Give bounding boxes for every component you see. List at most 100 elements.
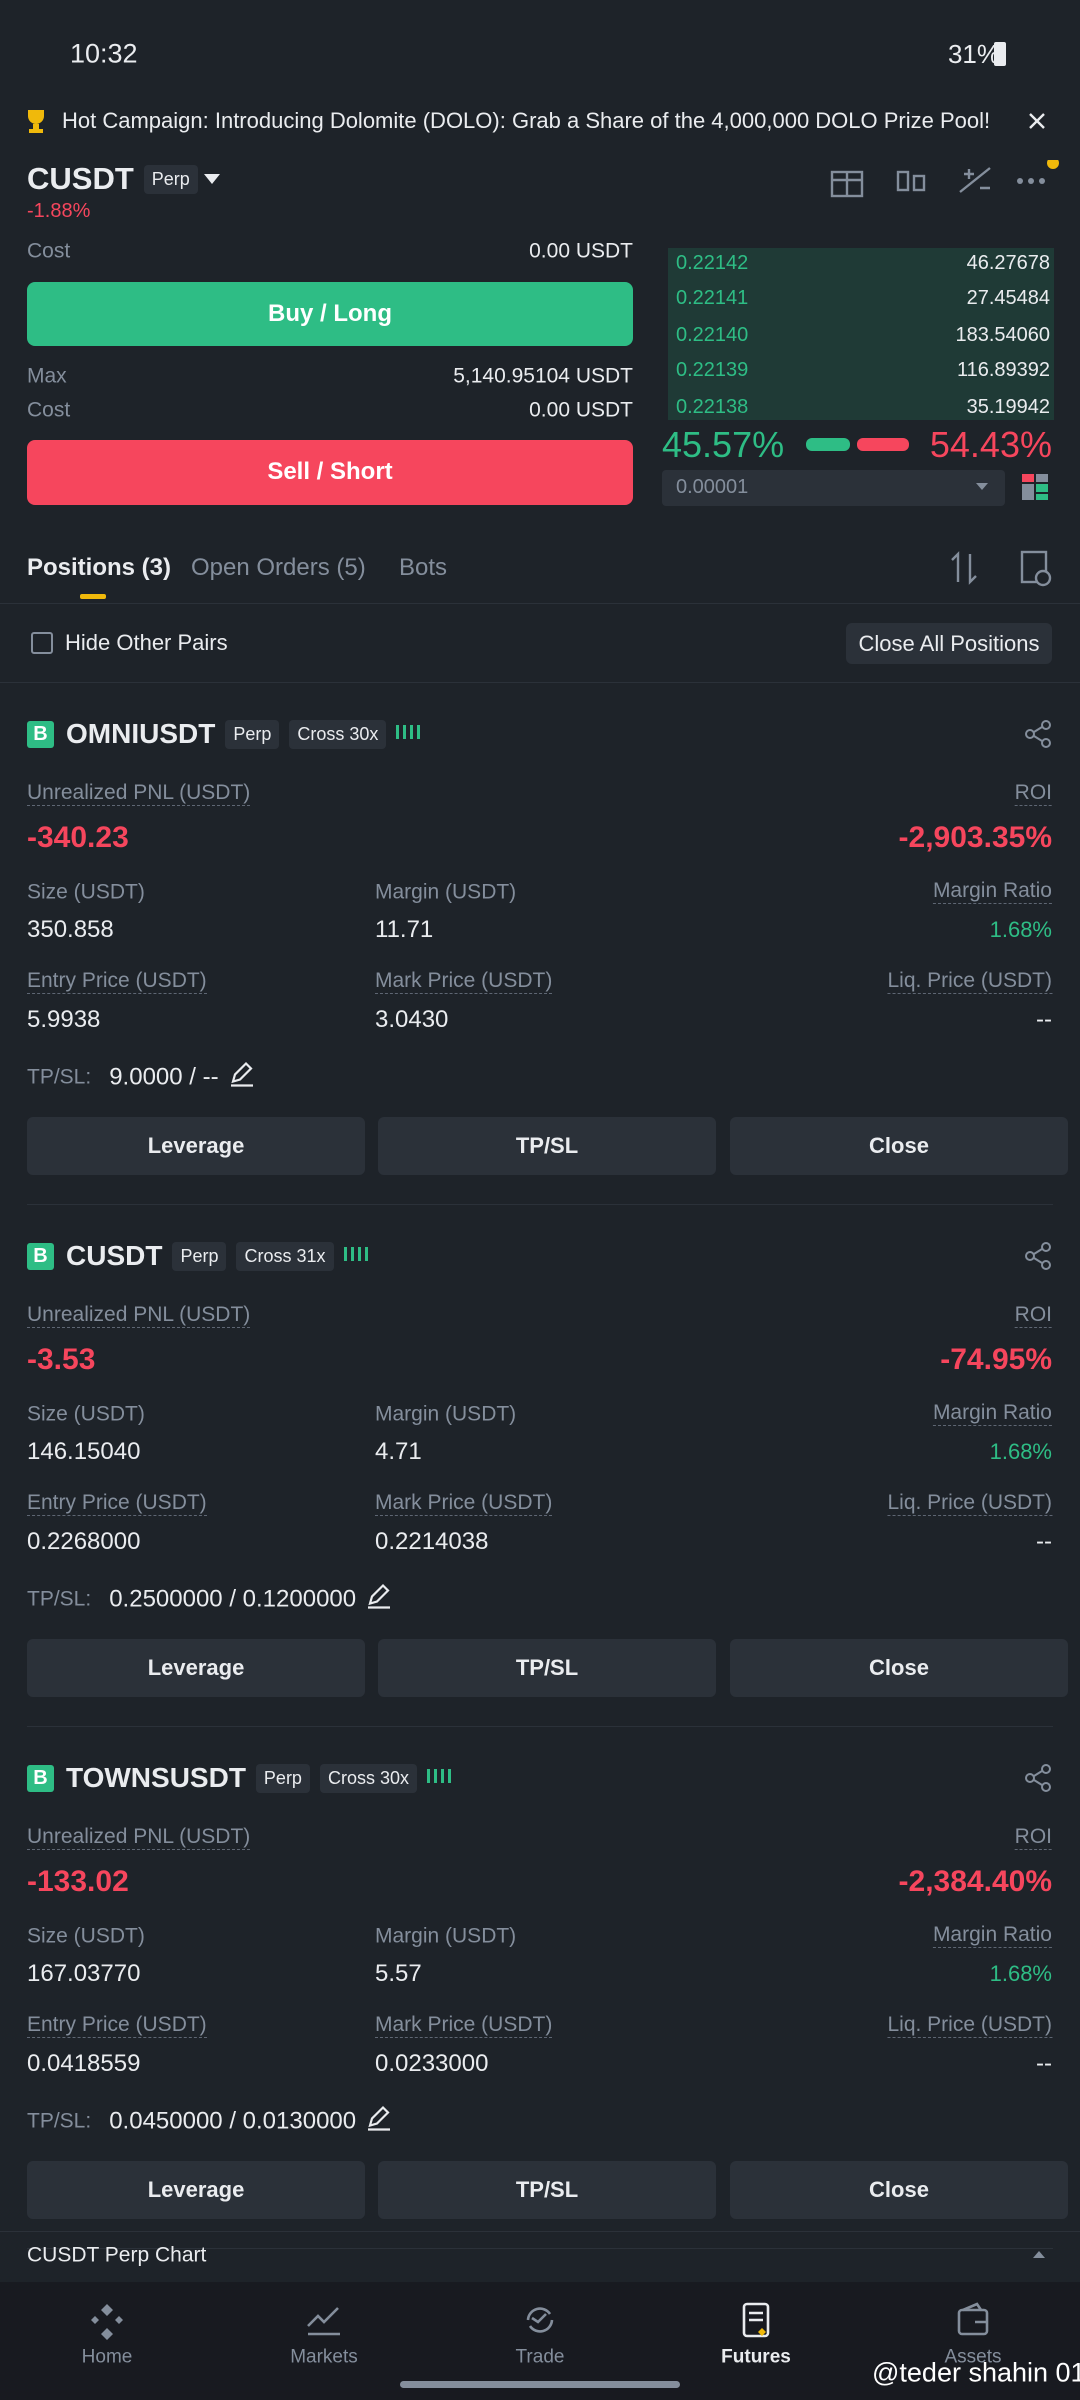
action-button[interactable]: [378, 1639, 716, 1697]
position-header: B TOWNSUSDT Perp Cross 30x: [27, 1762, 453, 1794]
bid-amount: 46.27678: [966, 252, 1050, 274]
nav-icon[interactable]: [520, 2300, 560, 2340]
sell-button-label[interactable]: Sell / Short: [267, 458, 393, 485]
tab-underline: [80, 594, 106, 599]
liq-label: Liq. Price (USDT): [887, 2013, 1052, 2038]
pnl-value: -133.02: [27, 1865, 129, 1898]
mark-label: Mark Price (USDT): [375, 969, 553, 994]
action-button[interactable]: [378, 2161, 716, 2219]
nav-label[interactable]: Home: [81, 2346, 133, 2368]
side-badge: B: [27, 720, 54, 748]
roi-label: ROI: [1014, 781, 1052, 806]
action-button-label[interactable]: Close: [869, 1655, 929, 1680]
nav-label[interactable]: Assets: [944, 2346, 1002, 2368]
position-symbol: OMNIUSDT: [66, 718, 216, 749]
tpsl-value: 0.0450000 / 0.0130000: [109, 2107, 357, 2134]
entry-label: Entry Price (USDT): [27, 969, 207, 994]
nav-label[interactable]: Markets: [290, 2346, 358, 2368]
nav-icon[interactable]: [304, 2300, 344, 2340]
chart-bar-caret[interactable]: [1030, 2248, 1048, 2260]
close-all-positions[interactable]: Close All Positions: [858, 631, 1040, 656]
action-button[interactable]: [730, 1639, 1068, 1697]
action-button[interactable]: [730, 2161, 1068, 2219]
action-button[interactable]: [378, 1117, 716, 1175]
hide-checkbox[interactable]: [31, 632, 53, 654]
tab[interactable]: Open Orders (5): [191, 554, 366, 581]
liq-value: --: [1036, 2050, 1052, 2077]
nav-icon[interactable]: [87, 2300, 127, 2340]
action-button-label[interactable]: Leverage: [147, 1655, 245, 1680]
share-icon[interactable]: [1024, 1764, 1052, 1792]
close-banner[interactable]: [1026, 110, 1048, 132]
margin-value: 11.71: [375, 916, 434, 943]
tpsl-label: TP/SL:: [27, 1065, 92, 1088]
side-badge: B: [27, 1764, 54, 1792]
nav-icon[interactable]: [953, 2300, 993, 2340]
action-button-label[interactable]: Leverage: [147, 2177, 245, 2202]
action-button[interactable]: [27, 1639, 365, 1697]
edit-icon[interactable]: [366, 2105, 392, 2137]
divider: [0, 682, 1080, 683]
buy-button-label[interactable]: Buy / Long: [268, 300, 392, 327]
margin-mode: Cross 31x: [236, 1241, 334, 1271]
symbol: CUSDT: [27, 161, 134, 196]
share-icon[interactable]: [1024, 720, 1052, 748]
hide-other-pairs[interactable]: Hide Other Pairs: [65, 630, 228, 655]
entry-value: 0.0418559: [27, 2050, 141, 2077]
action-button[interactable]: [27, 2161, 365, 2219]
pnl-value: -340.23: [27, 821, 129, 854]
divider: [27, 2248, 1053, 2249]
buy-button[interactable]: [27, 282, 633, 346]
action-button-label[interactable]: TP/SL: [515, 2177, 579, 2202]
ratio-sell-bar: [857, 438, 909, 451]
share-icon[interactable]: [1024, 1242, 1052, 1270]
sell-button[interactable]: [27, 440, 633, 505]
nav-icon[interactable]: [736, 2300, 776, 2340]
tab[interactable]: Bots: [399, 554, 448, 581]
nav-label[interactable]: Trade: [515, 2346, 565, 2368]
tick-size[interactable]: 0.00001: [676, 476, 749, 498]
mark-value: 3.0430: [375, 1006, 449, 1033]
bid-amount: 35.19942: [966, 396, 1050, 418]
action-button-label[interactable]: Close: [869, 1133, 929, 1158]
edit-icon[interactable]: [366, 1583, 392, 1615]
roi-value: -2,903.35%: [898, 821, 1052, 854]
liq-label: Liq. Price (USDT): [887, 969, 1052, 994]
size-label: Size (USDT): [27, 1924, 145, 1948]
action-button-label[interactable]: Leverage: [147, 1133, 245, 1158]
max-label: Max: [27, 364, 67, 388]
tick-size-box[interactable]: [662, 470, 1005, 506]
chart-bar-title[interactable]: CUSDT Perp Chart: [27, 2243, 207, 2267]
action-button-label[interactable]: TP/SL: [515, 1133, 579, 1158]
entry-value: 5.9938: [27, 1006, 101, 1033]
tab[interactable]: Positions (3): [27, 554, 172, 581]
divider: [0, 603, 1080, 604]
chart-bar-bg[interactable]: [0, 2231, 1080, 2282]
header-icons[interactable]: [820, 160, 1060, 200]
close-all-bg[interactable]: [846, 623, 1052, 664]
perp-badge: Perp: [143, 164, 198, 194]
action-button[interactable]: [730, 1117, 1068, 1175]
tick-dropdown[interactable]: [974, 480, 990, 492]
margin-value: 5.57: [375, 1960, 422, 1987]
nav-label[interactable]: Futures: [721, 2346, 791, 2368]
action-button-label[interactable]: Close: [869, 2177, 929, 2202]
edit-icon[interactable]: [229, 1061, 255, 1093]
action-button-label[interactable]: TP/SL: [515, 1655, 579, 1680]
home-indicator: [400, 2381, 680, 2388]
tab-tools[interactable]: [950, 548, 1055, 588]
position-symbol: CUSDT: [66, 1240, 163, 1271]
bid-price: 0.22140: [676, 324, 749, 346]
nav-bg: [0, 2282, 1080, 2400]
margin-label: Margin (USDT): [375, 1402, 517, 1426]
bid-amount: 183.54060: [955, 324, 1050, 346]
action-button[interactable]: [27, 1117, 365, 1175]
bid-price: 0.22139: [676, 359, 749, 381]
symbol-dropdown[interactable]: [202, 172, 222, 186]
layout-icon[interactable]: [1020, 472, 1050, 502]
bid-amount: 116.89392: [956, 359, 1050, 381]
size-value: 146.15040: [27, 1438, 141, 1465]
banner-text[interactable]: Hot Campaign: Introducing Dolomite (DOLO…: [62, 108, 991, 133]
cost-label: Cost: [27, 239, 71, 263]
